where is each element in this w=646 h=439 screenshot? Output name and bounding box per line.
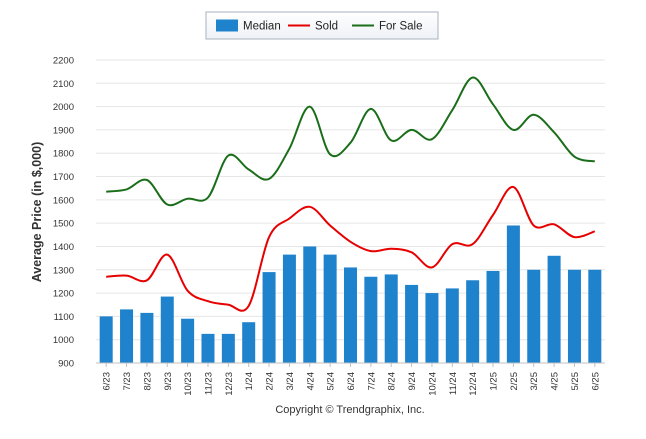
y-tick-label: 1400 xyxy=(53,242,74,253)
legend-label-for-sale: For Sale xyxy=(379,21,422,33)
bar-median-11/23 xyxy=(201,333,215,363)
bar-median-6/23 xyxy=(99,316,113,363)
x-tick-label: 9/24 xyxy=(407,372,418,391)
legend-box xyxy=(205,11,439,40)
y-tick-label: 2100 xyxy=(53,79,74,90)
bar-median-7/23 xyxy=(120,309,134,363)
y-axis-label: Average Price (in $,000) xyxy=(30,142,44,283)
legend: Median Sold For Sale xyxy=(205,11,439,40)
copyright-text: Copyright © Trendgraphix, Inc. xyxy=(275,404,424,416)
line-sold xyxy=(106,186,596,312)
x-tick-label: 8/24 xyxy=(387,372,398,391)
y-tick-label: 2200 xyxy=(53,56,74,67)
x-tick-label: 4/25 xyxy=(550,372,561,391)
y-tick-label: 1300 xyxy=(53,265,74,276)
y-tick-label: 2000 xyxy=(53,102,74,113)
legend-label-sold: Sold xyxy=(315,21,338,33)
x-tick-label: 10/23 xyxy=(183,372,194,396)
line-for-sale xyxy=(106,76,596,207)
y-tick-label: 1200 xyxy=(53,289,74,300)
x-tick-label: 12/23 xyxy=(224,372,235,396)
bar-median-6/24 xyxy=(344,267,357,363)
x-tick-label: 7/23 xyxy=(122,372,133,391)
bar-median-3/25 xyxy=(527,269,541,363)
bar-median-5/25 xyxy=(567,269,581,363)
y-tick-label: 1900 xyxy=(53,125,74,136)
bar-median-9/24 xyxy=(405,284,419,363)
bar-median-6/25 xyxy=(588,269,602,363)
x-tick-label: 6/23 xyxy=(102,372,113,391)
x-tick-label: 10/24 xyxy=(427,372,438,396)
bar-median-1/25 xyxy=(486,270,500,363)
y-tick-label: 1600 xyxy=(53,195,74,206)
legend-label-median: Median xyxy=(243,21,281,33)
bar-median-2/24 xyxy=(262,272,276,363)
bar-median-8/24 xyxy=(384,274,398,363)
x-tick-label: 11/24 xyxy=(448,372,459,395)
y-tick-label: 900 xyxy=(58,359,74,370)
axes: 900 1000 1100 1200 1300 1400 1500 1600 1700 1800 1… xyxy=(53,56,605,396)
x-tick-label: 4/24 xyxy=(305,372,316,391)
x-tick-label: 5/25 xyxy=(570,372,581,391)
bar-median-2/25 xyxy=(506,225,520,363)
x-tick-label: 1/24 xyxy=(244,372,255,391)
x-tick-label: 6/25 xyxy=(590,372,601,391)
x-tick-label: 7/24 xyxy=(366,372,377,391)
bar-median-10/24 xyxy=(425,293,439,363)
bar-median-12/23 xyxy=(221,333,235,363)
line-series xyxy=(106,76,596,312)
bar-median-7/24 xyxy=(364,276,378,363)
bar-median-3/24 xyxy=(282,254,296,363)
y-tick-label: 1500 xyxy=(53,219,74,230)
x-tick-label: 1/25 xyxy=(489,372,500,391)
x-tick-label: 2/24 xyxy=(265,372,276,391)
bar-median-10/23 xyxy=(181,318,195,363)
x-tick-label: 9/23 xyxy=(163,372,174,391)
legend-swatch-median xyxy=(216,19,238,32)
x-tick-label: 8/23 xyxy=(142,372,153,391)
bar-median-12/24 xyxy=(466,280,480,363)
bar-median-8/23 xyxy=(140,312,154,363)
y-tick-label: 1800 xyxy=(53,149,74,160)
y-tick-label: 1700 xyxy=(53,172,74,183)
x-tick-label: 5/24 xyxy=(326,372,337,391)
median-bars xyxy=(99,225,602,363)
x-tick-label: 6/24 xyxy=(346,372,357,391)
y-tick-label: 1100 xyxy=(54,312,74,323)
bar-median-11/24 xyxy=(445,288,459,363)
x-tick-label: 3/25 xyxy=(529,372,540,391)
grid xyxy=(96,59,605,364)
bar-median-5/24 xyxy=(323,254,337,363)
x-tick-label: 2/25 xyxy=(509,372,520,391)
x-tick-label: 12/24 xyxy=(468,372,479,396)
bar-median-4/24 xyxy=(303,246,317,363)
bar-median-1/24 xyxy=(242,322,256,363)
x-tick-label: 3/24 xyxy=(285,372,296,391)
bar-median-4/25 xyxy=(547,255,561,363)
y-tick-label: 1000 xyxy=(53,335,74,346)
x-tick-label: 11/23 xyxy=(203,372,214,395)
bar-median-9/23 xyxy=(160,296,174,363)
